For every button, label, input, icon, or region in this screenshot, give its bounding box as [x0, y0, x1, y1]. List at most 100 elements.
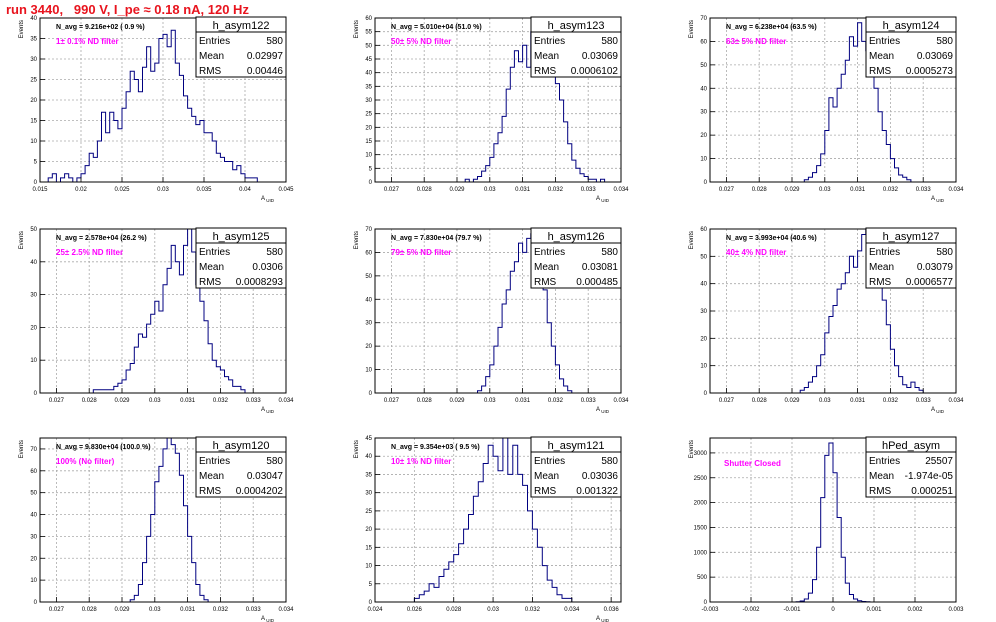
x-tick-label: 0.002: [907, 607, 923, 613]
y-tick-label: 3000: [694, 451, 708, 457]
y-tick-label: 0: [34, 180, 38, 186]
y-tick-label: 30: [365, 98, 372, 104]
stats-key: Mean: [199, 471, 224, 482]
y-tick-label: 15: [365, 545, 372, 551]
x-tick-label: 0: [831, 607, 835, 613]
y-tick-label: 50: [700, 63, 707, 69]
stats-value: 0.03079: [917, 262, 954, 273]
stats-value: 0.0005273: [906, 66, 954, 77]
x-tick-label: -0.002: [742, 607, 760, 613]
x-tick-label: 0.034: [613, 187, 629, 193]
x-tick-label: 0.029: [114, 607, 130, 613]
stats-key: RMS: [199, 486, 222, 497]
y-tick-label: 60: [700, 39, 707, 45]
y-tick-label: 70: [365, 227, 372, 233]
stats-value: 0.0006102: [571, 66, 619, 77]
x-axis-title: A UID: [931, 407, 945, 414]
x-tick-label: 0.027: [49, 607, 65, 613]
x-tick-label: 0.028: [752, 187, 768, 193]
histogram-name: h_asym123: [548, 20, 605, 32]
y-tick-label: 20: [365, 527, 372, 533]
y-tick-label: 30: [30, 57, 37, 63]
y-tick-label: 20: [365, 125, 372, 131]
stats-key: Mean: [869, 262, 894, 273]
histogram-name: h_asym120: [213, 440, 270, 452]
x-tick-label: 0.027: [49, 398, 65, 404]
x-axis-title: A UID: [261, 616, 275, 622]
y-tick-label: 30: [365, 321, 372, 327]
stats-value: 0.00446: [247, 66, 284, 77]
x-tick-label: 0.036: [604, 607, 620, 613]
stats-key: RMS: [199, 66, 222, 77]
filter-note: Shutter Closed: [724, 459, 781, 468]
stats-value: 580: [601, 247, 618, 258]
x-tick-label: 0.032: [525, 607, 541, 613]
x-axis-title: A UID: [596, 196, 610, 203]
x-tick-label: 0.034: [948, 398, 964, 404]
y-tick-label: 40: [30, 260, 37, 266]
histogram-panel: 0.015 0.02 0.025 0.03 0.035 0.04 0.045 0 5 10 15 20…: [19, 16, 294, 203]
x-tick-label: 0.033: [581, 398, 597, 404]
stats-key: Entries: [869, 36, 900, 47]
stats-value: 0.0008293: [236, 277, 284, 288]
y-tick-label: 40: [365, 454, 372, 460]
y-tick-label: 0: [704, 600, 708, 606]
y-tick-label: 10: [365, 564, 372, 570]
x-tick-label: 0.03: [149, 398, 161, 404]
x-tick-label: -0.001: [783, 607, 801, 613]
y-tick-label: 60: [700, 227, 707, 233]
y-tick-label: 40: [30, 16, 37, 22]
stats-key: Mean: [869, 51, 894, 62]
stats-key: Entries: [199, 36, 230, 47]
x-tick-label: 0.029: [784, 187, 800, 193]
filter-note: 63± 5% ND filter: [726, 37, 786, 46]
filter-note: 25± 2.5% ND filter: [56, 248, 123, 257]
stats-value: 0.000485: [576, 277, 618, 288]
x-tick-label: 0.02: [75, 187, 87, 193]
stats-value: 25507: [925, 456, 953, 467]
stats-value: 580: [601, 36, 618, 47]
stats-key: RMS: [869, 277, 892, 288]
x-tick-label: 0.032: [883, 398, 899, 404]
histogram-panel: 0.027 0.028 0.029 0.03 0.031 0.032 0.033 0.034 0…: [19, 436, 294, 622]
y-tick-label: 0: [34, 391, 38, 397]
stats-key: RMS: [534, 277, 557, 288]
x-tick-label: 0.045: [278, 187, 294, 193]
y-tick-label: 1000: [694, 550, 708, 556]
x-tick-label: 0.028: [82, 398, 98, 404]
x-tick-label: 0.033: [246, 607, 262, 613]
stats-box-frame: [530, 16, 622, 78]
x-tick-label: 0.026: [407, 607, 423, 613]
x-axis-subscript: UID: [265, 618, 275, 622]
y-axis-title: Events: [689, 231, 695, 249]
y-tick-label: 5: [369, 166, 373, 172]
y-tick-label: 20: [700, 133, 707, 139]
stats-key: Mean: [199, 262, 224, 273]
y-tick-label: 20: [700, 336, 707, 342]
stats-box: h_asym126 Entries 580 Mean 0.03081 RMS 0.00048…: [530, 227, 622, 289]
y-tick-label: 45: [365, 57, 372, 63]
x-axis-subscript: UID: [935, 198, 945, 203]
x-axis-title: A UID: [931, 196, 945, 203]
navg-label: N_avg = 7.830e+04 (79.7 %): [391, 235, 482, 242]
y-tick-label: 55: [365, 30, 372, 36]
stats-value: 0.03069: [582, 51, 619, 62]
stats-value: 0.0004202: [236, 486, 284, 497]
y-tick-label: 60: [365, 250, 372, 256]
stats-box: hPed_asym Entries 25507 Mean -1.974e-05 RMS 0.…: [865, 436, 957, 498]
y-tick-label: 20: [365, 344, 372, 350]
y-tick-label: 60: [30, 469, 37, 475]
x-tick-label: 0.032: [213, 398, 229, 404]
stats-key: RMS: [534, 66, 557, 77]
stats-value: -1.974e-05: [905, 471, 954, 482]
y-axis-title: Events: [689, 20, 695, 38]
stats-key: RMS: [199, 277, 222, 288]
x-tick-label: 0.027: [384, 187, 400, 193]
y-tick-label: 40: [700, 86, 707, 92]
x-tick-label: 0.027: [384, 398, 400, 404]
x-tick-label: 0.031: [850, 398, 866, 404]
x-axis-title: A UID: [596, 407, 610, 414]
y-tick-label: 500: [697, 575, 708, 581]
stats-key: Entries: [199, 456, 230, 467]
